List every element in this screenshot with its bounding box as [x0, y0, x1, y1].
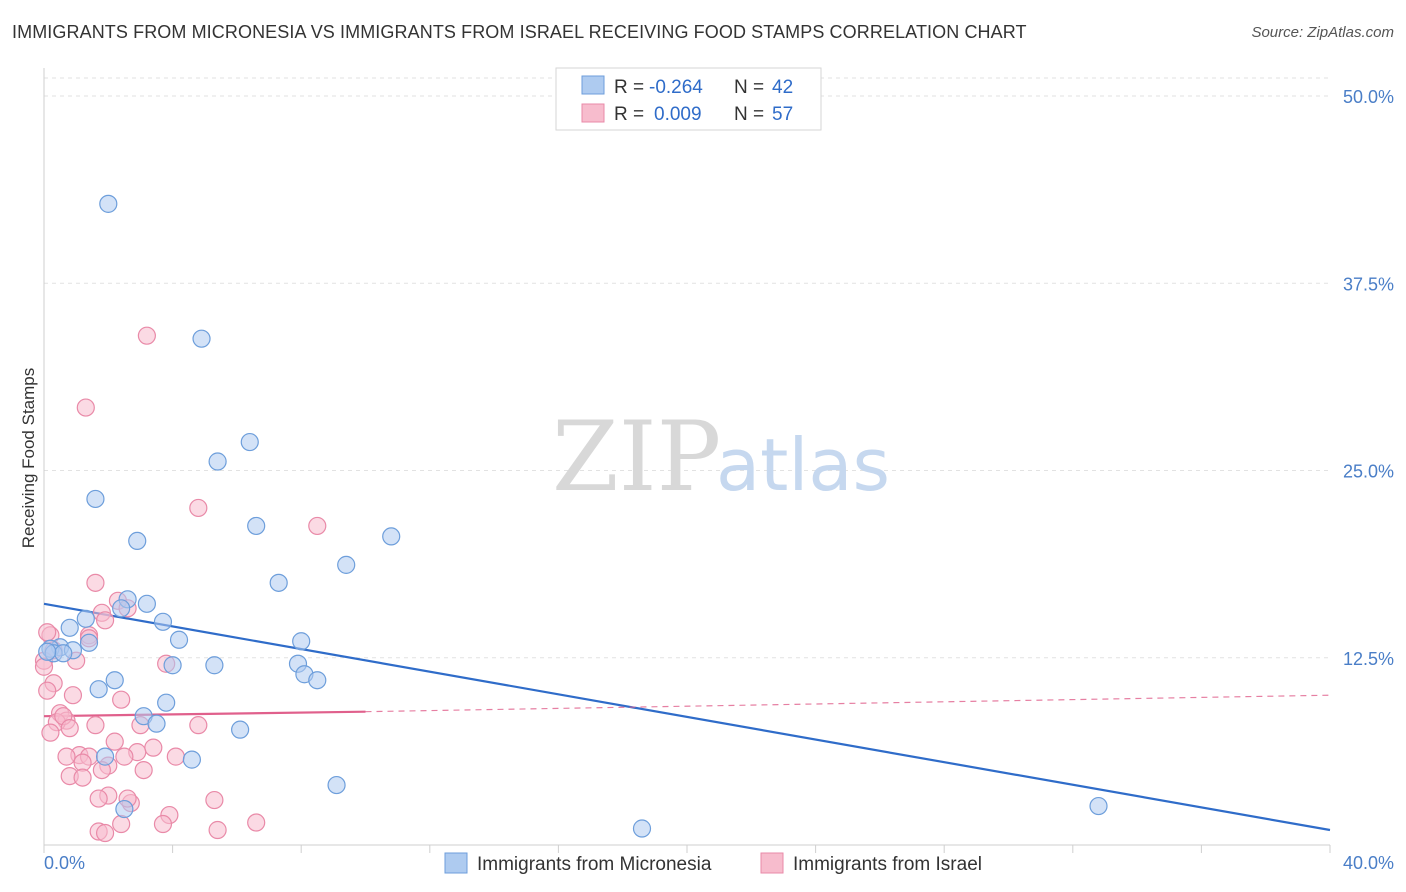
grid-lines [44, 77, 1330, 659]
legend-swatch-israel [581, 103, 605, 123]
legend-n-label-2: N = [734, 104, 764, 125]
trend-lines [43, 602, 1331, 832]
watermark-zip: ZIP [552, 401, 721, 513]
legend-n-value-1: 42 [772, 77, 793, 98]
point-israel [247, 813, 266, 832]
point-israel [144, 738, 163, 757]
point-micronesia [79, 633, 99, 652]
point-israel [38, 681, 57, 700]
point-micronesia [99, 194, 118, 213]
point-micronesia [137, 594, 156, 613]
y-tick-label: 50.0% [1343, 87, 1394, 107]
y-tick-label: 37.5% [1343, 274, 1394, 294]
series-legend-swatch-micronesia [444, 852, 468, 874]
point-micronesia [112, 599, 131, 618]
point-israel [137, 326, 156, 345]
point-israel [76, 398, 95, 417]
y-tick-label: 25.0% [1343, 462, 1394, 482]
trend-line-micronesia [43, 602, 1331, 832]
point-micronesia [382, 527, 401, 546]
series-legend-swatch-israel [760, 852, 784, 874]
point-israel [105, 732, 124, 751]
series-legend-label-micronesia: Immigrants from Micronesia [477, 854, 712, 875]
point-micronesia [240, 432, 259, 452]
trend-line-israel-extended [365, 694, 1331, 713]
y-tick-labels: 12.5% 25.0% 37.5% 50.0% [1343, 87, 1394, 669]
point-micronesia [169, 630, 189, 649]
point-israel [86, 716, 105, 735]
legend-r-label-1: R = [614, 77, 644, 98]
point-micronesia [182, 750, 201, 769]
x-tick-label-left: 0.0% [44, 853, 85, 873]
point-micronesia [105, 671, 124, 690]
point-israel [189, 498, 208, 518]
point-israel [208, 820, 227, 840]
point-micronesia [327, 775, 346, 795]
y-tick-label: 12.5% [1343, 649, 1394, 669]
point-micronesia [205, 656, 224, 675]
point-micronesia [632, 819, 652, 838]
point-micronesia [208, 452, 227, 471]
watermark: ZIP atlas [552, 401, 890, 513]
point-israel [73, 768, 92, 787]
point-micronesia [89, 680, 108, 699]
correlation-legend: R = -0.264 N = 42 R = 0.009 N = 57 [555, 67, 822, 131]
point-israel [112, 690, 131, 709]
point-micronesia [147, 714, 166, 733]
point-micronesia [38, 642, 57, 661]
series-legend-label-israel: Immigrants from Israel [793, 854, 982, 875]
point-israel [115, 747, 134, 766]
point-israel [41, 723, 60, 742]
point-micronesia [337, 555, 356, 574]
point-israel [38, 623, 57, 642]
point-israel [57, 747, 76, 766]
point-micronesia [157, 693, 176, 712]
point-israel [60, 719, 79, 738]
point-micronesia [115, 799, 134, 819]
point-israel [166, 747, 185, 766]
source-label: Source: ZipAtlas.com [1251, 24, 1394, 41]
legend-r-value-1: -0.264 [649, 77, 703, 98]
point-israel [95, 823, 115, 843]
point-micronesia [76, 609, 95, 628]
trend-line-israel [43, 710, 366, 718]
point-micronesia [153, 612, 173, 631]
point-micronesia [95, 747, 115, 766]
data-points [34, 194, 1108, 843]
point-israel [86, 573, 105, 592]
point-micronesia [247, 516, 266, 536]
point-israel [134, 760, 153, 780]
point-micronesia [163, 656, 182, 675]
point-israel [189, 716, 208, 735]
chart-title: IMMIGRANTS FROM MICRONESIA VS IMMIGRANTS… [12, 22, 1027, 42]
point-micronesia [1089, 796, 1108, 816]
legend-swatch-micronesia [581, 75, 605, 95]
point-micronesia [54, 644, 73, 663]
point-israel [89, 789, 108, 808]
point-israel [205, 790, 224, 810]
point-micronesia [231, 720, 250, 739]
point-israel [153, 814, 173, 834]
point-israel [63, 686, 83, 705]
y-axis-label: Receiving Food Stamps [19, 368, 38, 548]
watermark-atlas: atlas [716, 423, 890, 507]
point-israel [308, 516, 327, 536]
legend-n-label-1: N = [734, 77, 764, 98]
point-micronesia [308, 671, 327, 690]
legend-n-value-2: 57 [772, 104, 793, 125]
point-micronesia [192, 329, 211, 348]
x-tick-label-right: 40.0% [1343, 853, 1394, 873]
series-legend: Immigrants from Micronesia Immigrants fr… [444, 852, 982, 875]
point-israel [95, 611, 115, 630]
point-micronesia [128, 531, 147, 551]
point-micronesia [269, 573, 288, 592]
point-micronesia [60, 618, 79, 637]
legend-r-label-2: R = [614, 104, 644, 125]
legend-r-value-2: 0.009 [654, 104, 702, 125]
point-israel [112, 814, 131, 834]
point-micronesia [86, 489, 105, 509]
point-micronesia [292, 632, 311, 651]
